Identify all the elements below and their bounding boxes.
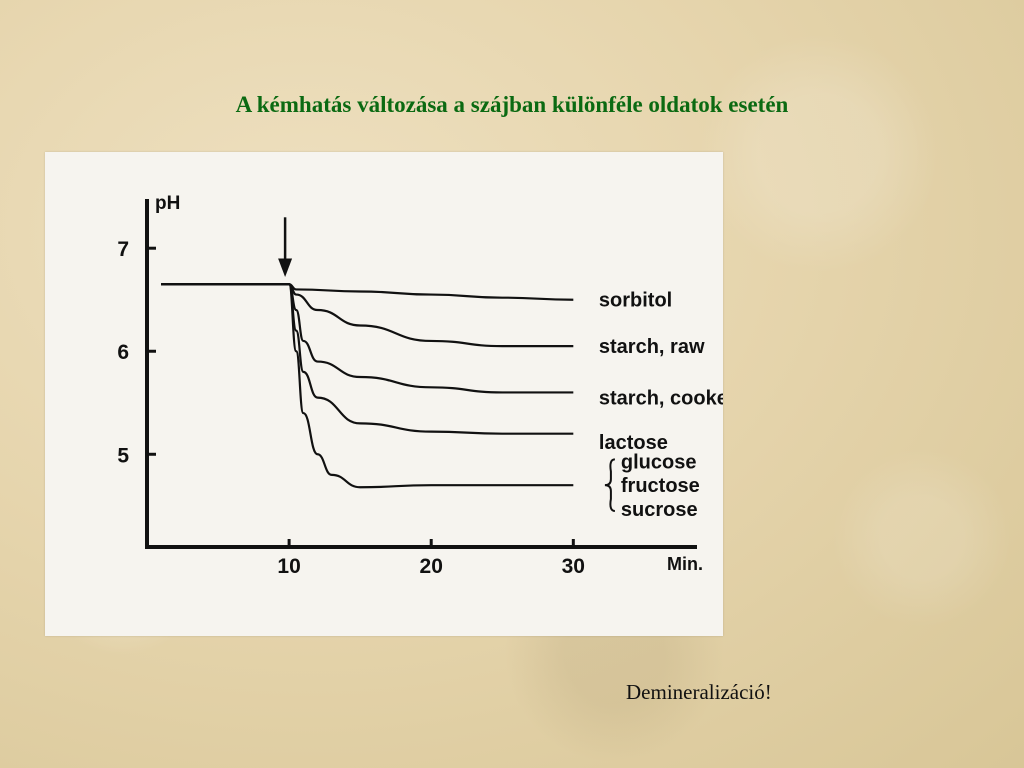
series-line-starch-raw [161,283,574,348]
y-tick-label: 5 [117,444,129,467]
slide-note: Demineralizáció! [626,680,772,704]
y-tick-label: 6 [117,341,129,364]
series-label: starch, raw [599,336,705,358]
slide-title: A kémhatás változása a szájban különféle… [235,92,789,117]
x-axis-label: Min. [667,554,703,574]
x-tick-label: 10 [277,555,300,578]
series-label: lactose [599,432,668,454]
x-tick-label: 20 [420,555,443,578]
series-label: starch, cooked [599,388,723,410]
series-line-sorbitol [161,283,574,301]
series-line-sugars [161,283,574,489]
group-label: fructose [621,475,700,497]
series-line-starch-cooked [161,283,574,394]
series-label: sorbitol [599,290,672,312]
x-tick-label: 30 [562,555,585,578]
group-label: glucose [621,451,697,473]
group-brace [604,458,616,512]
y-axis-label: pH [155,193,180,214]
series-line-lactose [161,283,574,435]
exposure-arrow-head [278,258,293,278]
y-tick-label: 7 [117,238,129,261]
ph-curve-chart: pH Min. 5 6 7 10 20 30 sorbitol starch, raw starch… [117,193,723,578]
chart-figure: pH Min. 5 6 7 10 20 30 sorbitol starch, raw starch… [45,152,723,636]
group-label: sucrose [621,499,698,521]
